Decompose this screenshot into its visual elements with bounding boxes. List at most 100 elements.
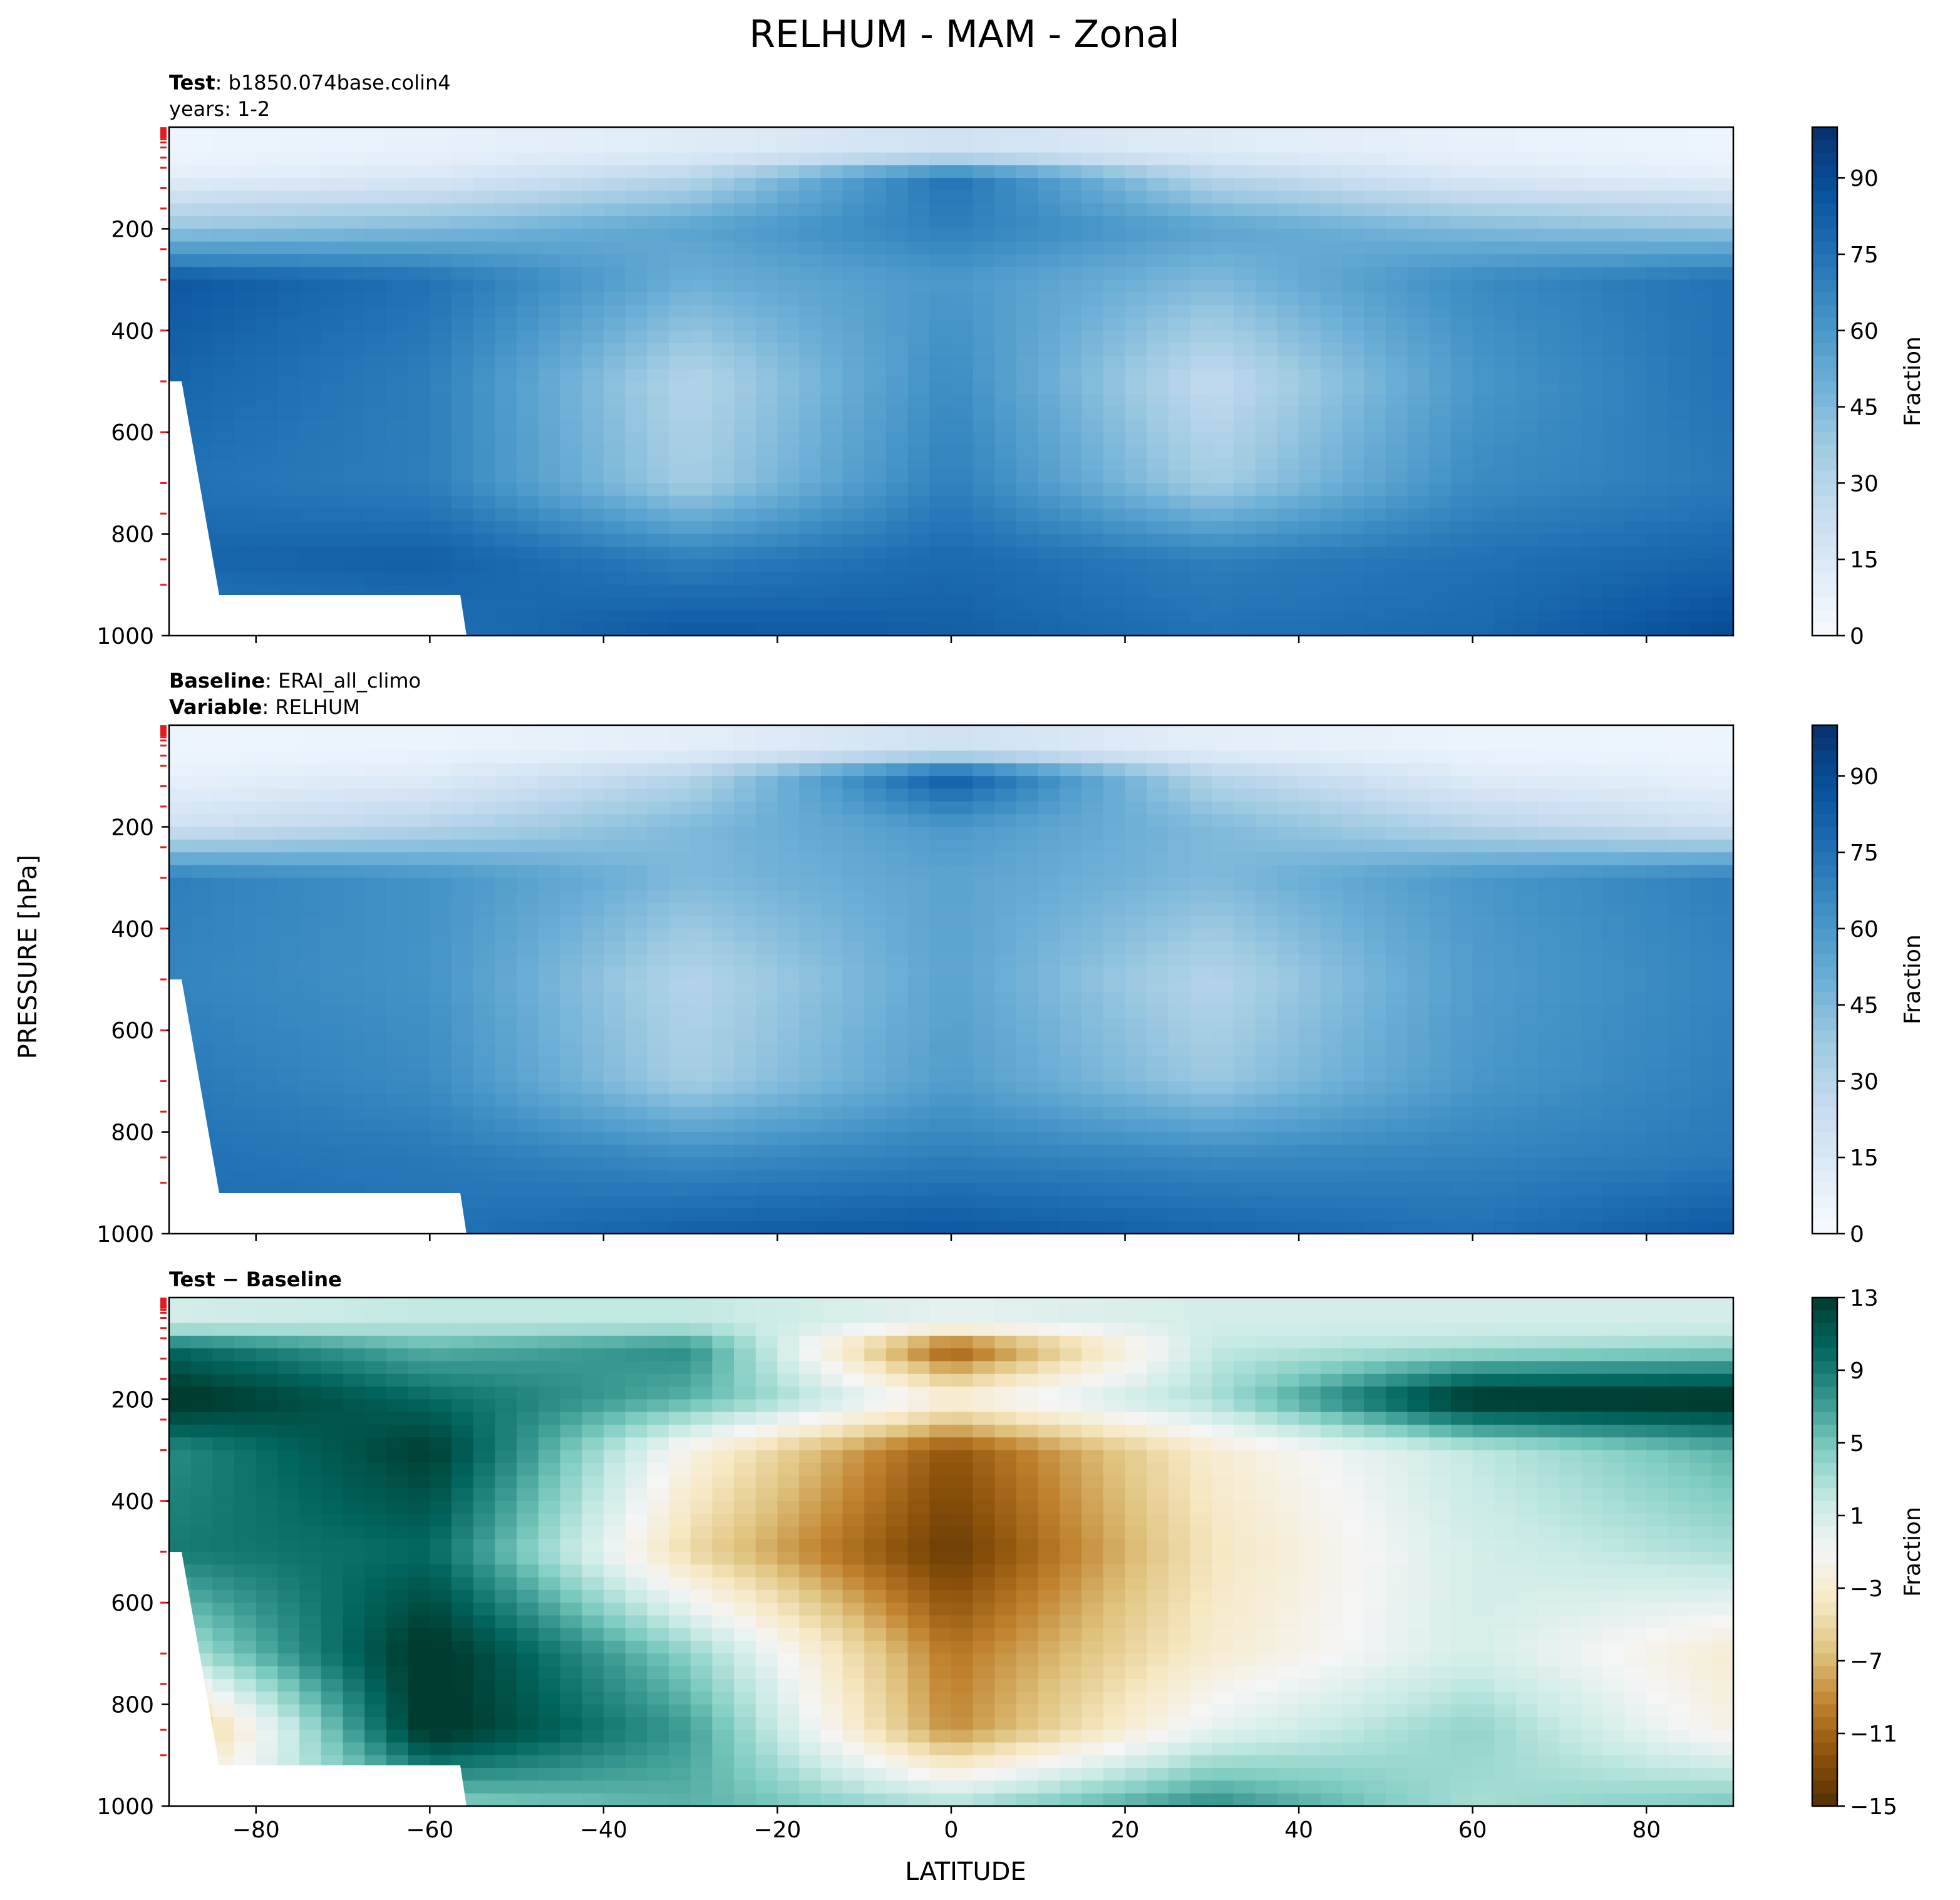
heat-cell	[517, 788, 539, 802]
heat-cell	[1407, 916, 1430, 929]
heat-cell	[1320, 559, 1343, 573]
heat-cell	[1494, 738, 1517, 751]
heat-cell	[864, 546, 887, 560]
heat-cell	[625, 305, 648, 319]
heat-cell	[1385, 750, 1408, 764]
heat-cell	[842, 267, 865, 281]
heat-cell	[1624, 839, 1648, 853]
heat-cell	[647, 445, 669, 458]
heat-cell	[842, 966, 865, 980]
heat-cell	[451, 127, 474, 141]
heat-cell	[690, 622, 713, 636]
heat-cell	[1472, 241, 1495, 255]
heat-cell	[1711, 305, 1734, 319]
heat-cell	[1277, 559, 1299, 573]
heat-cell	[1450, 992, 1473, 1006]
heat-cell	[1450, 267, 1473, 281]
heat-cell	[190, 330, 214, 344]
heat-cell	[1320, 457, 1343, 471]
heat-cell	[1559, 1004, 1582, 1018]
heat-cell	[1016, 229, 1039, 242]
heat-cell	[1125, 622, 1148, 636]
heat-cell	[1516, 979, 1539, 993]
heat-cell	[1364, 203, 1386, 217]
heat-cell	[625, 470, 648, 484]
heat-cell	[972, 356, 996, 369]
heat-cell	[712, 622, 735, 636]
heat-cell	[1364, 445, 1386, 458]
heat-cell	[1103, 622, 1126, 636]
heat-cell	[1602, 394, 1626, 408]
heat-cell	[1602, 610, 1626, 624]
heat-cell	[1472, 1055, 1495, 1069]
heat-cell	[364, 394, 387, 408]
heat-cell	[495, 928, 517, 942]
heat-cell	[1407, 584, 1430, 598]
heat-cell	[1212, 622, 1234, 636]
heat-cell	[473, 916, 496, 929]
heat-cell	[1103, 584, 1126, 598]
heat-cell	[951, 622, 974, 636]
heat-cell	[1234, 521, 1256, 535]
heat-cell	[777, 1030, 800, 1044]
heat-cell	[212, 292, 235, 306]
heat-cell	[1385, 254, 1408, 268]
heat-cell	[1016, 178, 1039, 192]
heat-cell	[190, 814, 214, 828]
heat-cell	[1147, 725, 1169, 739]
heat-cell	[1190, 267, 1213, 281]
heat-cell	[885, 827, 909, 840]
heat-cell	[430, 305, 452, 319]
heat-cell	[1038, 483, 1061, 497]
heat-cell	[1125, 495, 1148, 509]
heat-cell	[277, 903, 300, 917]
heat-cell	[321, 470, 344, 484]
heat-cell	[755, 954, 778, 968]
heat-cell	[1516, 903, 1539, 917]
heat-cell	[603, 610, 626, 624]
colorbar-tick-label: 15	[1850, 547, 1879, 573]
heat-cell	[625, 483, 648, 497]
heat-cell	[538, 814, 561, 828]
heat-cell	[1320, 254, 1343, 268]
heat-cell	[1429, 1004, 1452, 1018]
heat-cell	[929, 763, 952, 777]
heat-cell	[951, 1055, 974, 1069]
heat-cell	[1060, 750, 1082, 764]
heat-cell	[1125, 419, 1148, 433]
heat-cell	[1060, 495, 1082, 509]
heat-cell	[1624, 966, 1648, 980]
heat-cell	[864, 776, 887, 790]
heat-cell	[929, 318, 952, 331]
heat-cell	[495, 279, 517, 293]
heat-cell	[1234, 165, 1256, 178]
heat-cell	[929, 368, 952, 382]
heat-cell	[690, 305, 713, 319]
heat-cell	[1190, 1017, 1213, 1031]
heat-cell	[603, 827, 626, 840]
heat-cell	[430, 279, 452, 293]
heat-cell	[885, 572, 909, 586]
heat-cell	[1125, 814, 1148, 828]
heat-cell	[820, 852, 843, 866]
heat-cell	[972, 330, 996, 344]
heat-cell	[255, 928, 279, 942]
heat-cell	[799, 877, 822, 891]
heat-cell	[1385, 190, 1408, 204]
heat-cell	[690, 763, 713, 777]
heat-cell	[1429, 572, 1452, 586]
heat-cell	[712, 356, 735, 369]
heat-cell	[321, 509, 344, 522]
heat-cell	[625, 966, 648, 980]
heat-cell	[690, 457, 713, 471]
heat-cell	[1255, 241, 1278, 255]
heat-cell	[473, 738, 496, 751]
heat-cell	[1342, 470, 1364, 484]
heat-cell	[668, 406, 691, 420]
heat-cell	[234, 776, 257, 790]
heat-cell	[1125, 457, 1148, 471]
heat-cell	[1385, 419, 1408, 433]
heat-cell	[1081, 521, 1104, 535]
heat-cell	[842, 356, 865, 369]
heat-cell	[582, 1043, 604, 1056]
